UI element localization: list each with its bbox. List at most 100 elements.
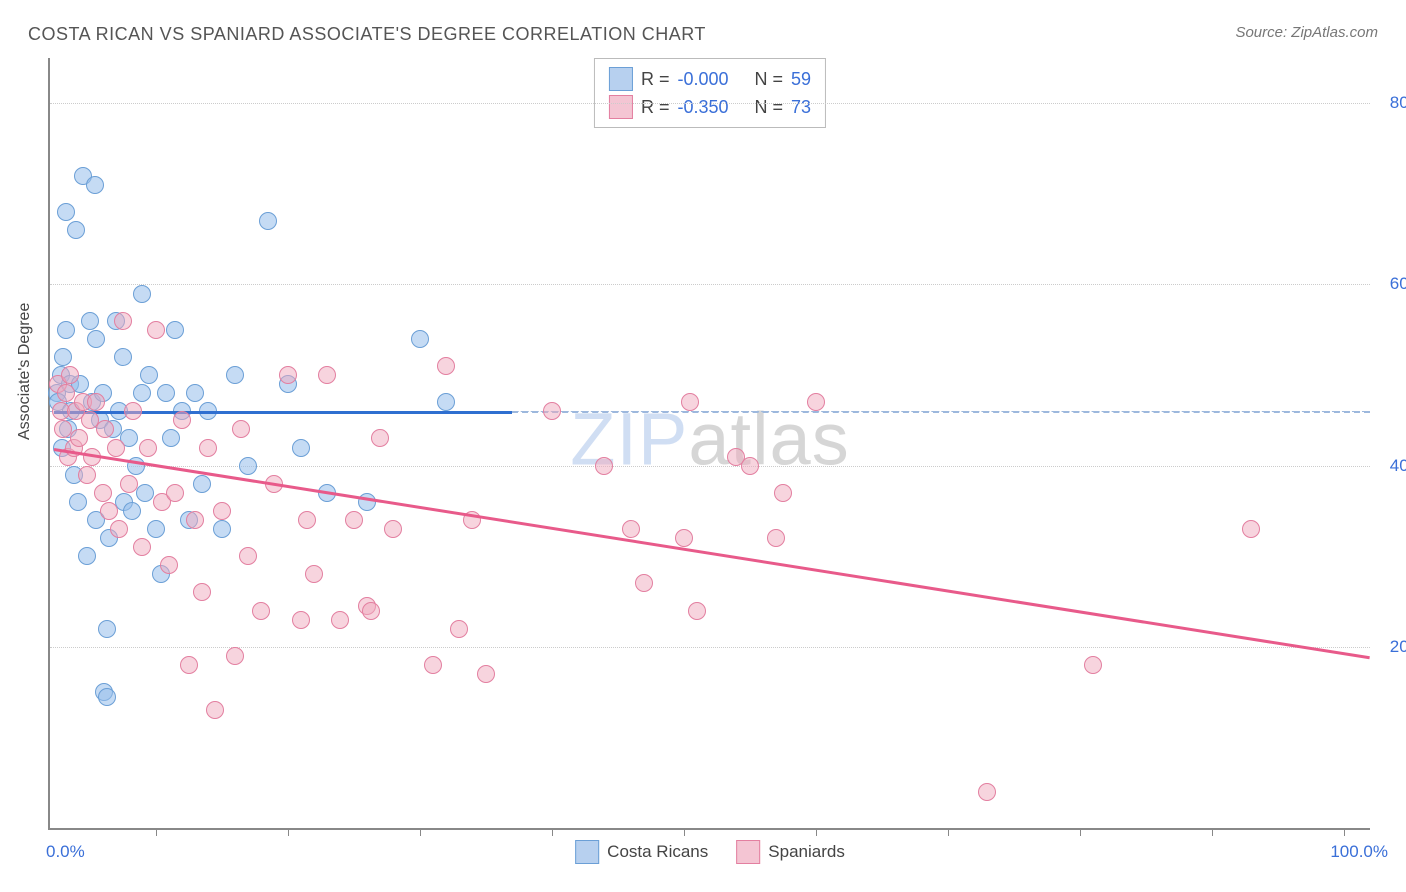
data-point <box>774 484 792 502</box>
data-point <box>226 366 244 384</box>
legend-r-label: R = <box>641 65 670 93</box>
data-point <box>193 583 211 601</box>
x-tick <box>684 828 685 836</box>
y-tick-label: 20.0% <box>1390 637 1406 657</box>
data-point <box>298 511 316 529</box>
data-point <box>166 321 184 339</box>
y-axis-label: Associate's Degree <box>16 303 34 440</box>
watermark-atlas: atlas <box>688 397 849 480</box>
data-point <box>57 321 75 339</box>
data-point <box>199 439 217 457</box>
data-point <box>133 384 151 402</box>
x-tick <box>948 828 949 836</box>
data-point <box>87 393 105 411</box>
data-point <box>213 502 231 520</box>
data-point <box>675 529 693 547</box>
data-point <box>437 357 455 375</box>
data-point <box>741 457 759 475</box>
data-point <box>78 466 96 484</box>
data-point <box>69 493 87 511</box>
data-point <box>78 547 96 565</box>
data-point <box>124 402 142 420</box>
x-tick <box>1212 828 1213 836</box>
data-point <box>186 384 204 402</box>
data-point <box>120 475 138 493</box>
data-point <box>622 520 640 538</box>
data-point <box>292 439 310 457</box>
data-point <box>147 520 165 538</box>
legend-stats-row: R =-0.000N =59 <box>609 65 811 93</box>
data-point <box>239 457 257 475</box>
gridline <box>50 284 1370 285</box>
data-point <box>226 647 244 665</box>
gridline <box>50 647 1370 648</box>
x-tick <box>1344 828 1345 836</box>
legend-stats: R =-0.000N =59R =-0.350 N =73 <box>594 58 826 128</box>
legend-item: Spaniards <box>736 840 845 864</box>
data-point <box>136 484 154 502</box>
y-tick-label: 60.0% <box>1390 274 1406 294</box>
data-point <box>292 611 310 629</box>
data-point <box>239 547 257 565</box>
data-point <box>384 520 402 538</box>
data-point <box>411 330 429 348</box>
data-point <box>206 701 224 719</box>
x-axis-max-label: 100.0% <box>1330 842 1388 862</box>
plot-area: ZIPatlas R =-0.000N =59R =-0.350N =73 Co… <box>48 58 1370 830</box>
data-point <box>318 366 336 384</box>
data-point <box>139 439 157 457</box>
legend-r-value: -0.000 <box>677 65 728 93</box>
chart-title: COSTA RICAN VS SPANIARD ASSOCIATE'S DEGR… <box>28 24 706 45</box>
data-point <box>1084 656 1102 674</box>
data-point <box>186 511 204 529</box>
y-tick-label: 80.0% <box>1390 93 1406 113</box>
x-axis-min-label: 0.0% <box>46 842 85 862</box>
data-point <box>635 574 653 592</box>
legend-item: Costa Ricans <box>575 840 708 864</box>
legend-n-label: N = <box>755 93 784 121</box>
trend-line <box>54 411 512 414</box>
data-point <box>362 602 380 620</box>
data-point <box>437 393 455 411</box>
trend-line-extension <box>512 411 1370 413</box>
data-point <box>978 783 996 801</box>
data-point <box>173 411 191 429</box>
data-point <box>193 475 211 493</box>
x-tick <box>1080 828 1081 836</box>
legend-r-value: -0.350 <box>677 93 728 121</box>
data-point <box>100 502 118 520</box>
data-point <box>279 366 297 384</box>
data-point <box>110 520 128 538</box>
x-tick <box>816 828 817 836</box>
data-point <box>543 402 561 420</box>
x-tick <box>156 828 157 836</box>
watermark-zip: ZIP <box>570 397 688 480</box>
data-point <box>70 429 88 447</box>
data-point <box>477 665 495 683</box>
data-point <box>94 484 112 502</box>
data-point <box>61 366 79 384</box>
data-point <box>1242 520 1260 538</box>
data-point <box>157 384 175 402</box>
data-point <box>213 520 231 538</box>
data-point <box>67 221 85 239</box>
data-point <box>681 393 699 411</box>
data-point <box>807 393 825 411</box>
data-point <box>259 212 277 230</box>
legend-swatch <box>575 840 599 864</box>
data-point <box>688 602 706 620</box>
data-point <box>166 484 184 502</box>
x-tick <box>552 828 553 836</box>
legend-swatch <box>609 95 633 119</box>
data-point <box>81 312 99 330</box>
data-point <box>305 565 323 583</box>
legend-series-name: Costa Ricans <box>607 842 708 862</box>
legend-n-value: 73 <box>791 93 811 121</box>
data-point <box>98 688 116 706</box>
legend-swatch <box>736 840 760 864</box>
source-label: Source: ZipAtlas.com <box>1235 24 1378 41</box>
data-point <box>133 538 151 556</box>
legend-n-value: 59 <box>791 65 811 93</box>
data-point <box>252 602 270 620</box>
data-point <box>96 420 114 438</box>
